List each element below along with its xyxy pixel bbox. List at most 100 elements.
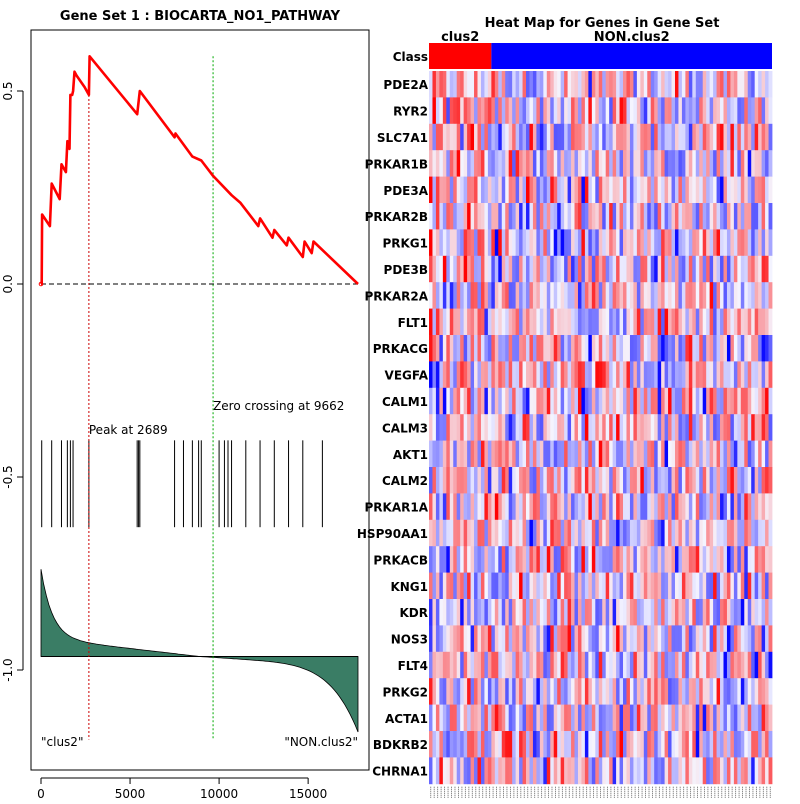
heatmap-cell — [744, 678, 749, 705]
heatmap-cell — [602, 678, 607, 705]
heatmap-cell — [598, 229, 603, 257]
heatmap-cell — [470, 176, 475, 204]
heatmap-cell — [515, 599, 520, 626]
heatmap-cell — [574, 625, 579, 653]
heatmap-cell — [598, 467, 603, 494]
heatmap-cell — [494, 651, 499, 679]
heatmap-cell — [470, 97, 475, 125]
heatmap-cell — [758, 361, 762, 389]
heatmap-cell — [688, 757, 693, 785]
heatmap-cell — [657, 625, 662, 653]
heatmap-cell — [643, 255, 648, 283]
heatmap-cell — [685, 123, 690, 151]
heatmap-cell — [636, 203, 641, 230]
heatmap-cell — [463, 97, 468, 125]
heatmap-cell — [602, 440, 607, 468]
heatmap-cell — [709, 678, 714, 705]
heatmap-cell — [740, 308, 745, 336]
heatmap-cell — [619, 282, 624, 309]
heatmap-cell — [515, 123, 520, 151]
heatmap-cell — [626, 599, 631, 626]
heatmap-cell — [730, 282, 735, 309]
heatmap-cell — [480, 150, 485, 177]
heatmap-cell — [598, 203, 603, 230]
heatmap-cell — [602, 493, 607, 521]
heatmap-cell — [602, 572, 607, 600]
heatmap-cell — [678, 176, 683, 204]
heatmap-cell — [678, 757, 683, 785]
heatmap-cell — [564, 414, 568, 441]
heatmap-cell — [609, 387, 614, 415]
heatmap-cell — [460, 176, 465, 204]
heatmap-cell — [453, 97, 458, 125]
heatmap-cell — [532, 440, 537, 468]
heatmap-cell — [654, 572, 659, 600]
heatmap-cell — [446, 678, 451, 705]
heatmap-cell — [467, 651, 471, 679]
heatmap-cell — [453, 704, 458, 732]
heatmap-cell — [751, 123, 756, 151]
heatmap-cell — [522, 97, 527, 125]
heatmap-cell — [508, 361, 513, 389]
heatmap-cell — [668, 203, 672, 230]
heatmap-cell — [678, 361, 683, 389]
heatmap-cell — [713, 440, 717, 468]
heatmap-cell — [623, 229, 627, 257]
heatmap-cell — [494, 493, 499, 521]
heatmap-cell — [429, 308, 433, 336]
heatmap-cell — [616, 572, 620, 600]
heatmap-cell — [480, 757, 485, 785]
heatmap-cell — [546, 255, 551, 283]
heatmap-cell — [623, 387, 627, 415]
heatmap-cell — [654, 203, 659, 230]
heatmap-cell — [477, 731, 482, 758]
heatmap-cell — [539, 71, 544, 98]
heatmap-cell — [432, 467, 437, 494]
heatmap-cell — [598, 308, 603, 336]
heatmap-cell — [688, 546, 693, 573]
heatmap-cell — [737, 651, 742, 679]
heatmap-cell — [498, 731, 503, 758]
heatmap-cell — [619, 704, 624, 732]
heatmap-cell — [539, 493, 544, 521]
heatmap-cell — [657, 255, 662, 283]
heatmap-cell — [706, 704, 711, 732]
heatmap-cell — [633, 704, 638, 732]
heatmap-cell — [460, 71, 465, 98]
heatmap-cell — [740, 704, 745, 732]
heatmap-cell — [695, 467, 700, 494]
heatmap-cell — [765, 255, 769, 283]
heatmap-cell — [595, 97, 600, 125]
heatmap-cell — [519, 203, 523, 230]
heatmap-cell — [467, 387, 471, 415]
heatmap-cell — [612, 255, 617, 283]
heatmap-cell — [733, 519, 738, 547]
heatmap-cell — [449, 123, 454, 151]
heatmap-cell — [761, 97, 766, 125]
heatmap-cell — [560, 176, 565, 204]
heatmap-cell — [688, 440, 693, 468]
heatmap-cell — [633, 282, 638, 309]
heatmap-cell — [526, 440, 530, 468]
heatmap-cell — [456, 97, 461, 125]
heatmap-cell — [768, 308, 773, 336]
heatmap-cell — [595, 519, 600, 547]
heatmap-cell — [674, 282, 679, 309]
heatmap-cell — [699, 361, 704, 389]
heatmap-cell — [463, 123, 468, 151]
heatmap-cell — [647, 71, 652, 98]
heatmap-cell — [723, 519, 728, 547]
heatmap-cell — [432, 493, 437, 521]
heatmap-cell — [688, 308, 693, 336]
heatmap-cell — [581, 651, 586, 679]
heatmap-cell — [467, 731, 471, 758]
heatmap-cell — [713, 651, 717, 679]
heatmap-cell — [730, 757, 735, 785]
heatmap-cell — [501, 599, 506, 626]
heatmap-cell — [474, 599, 478, 626]
heatmap-cell — [758, 625, 762, 653]
heatmap-cell — [546, 203, 551, 230]
heatmap-cell — [526, 203, 530, 230]
heatmap-cell — [550, 176, 555, 204]
heatmap-cell — [470, 282, 475, 309]
